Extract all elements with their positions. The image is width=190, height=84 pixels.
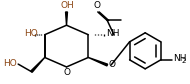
Text: OH: OH [61,1,74,10]
Text: NH: NH [106,29,120,38]
Text: NH: NH [173,54,187,63]
Text: HO: HO [24,29,38,38]
Text: O: O [63,68,70,77]
Text: HO: HO [3,59,17,68]
Text: O: O [93,1,100,10]
Text: O: O [108,60,115,69]
Polygon shape [88,57,108,66]
Polygon shape [66,12,67,25]
Text: 2: 2 [182,58,186,64]
Polygon shape [31,57,45,72]
